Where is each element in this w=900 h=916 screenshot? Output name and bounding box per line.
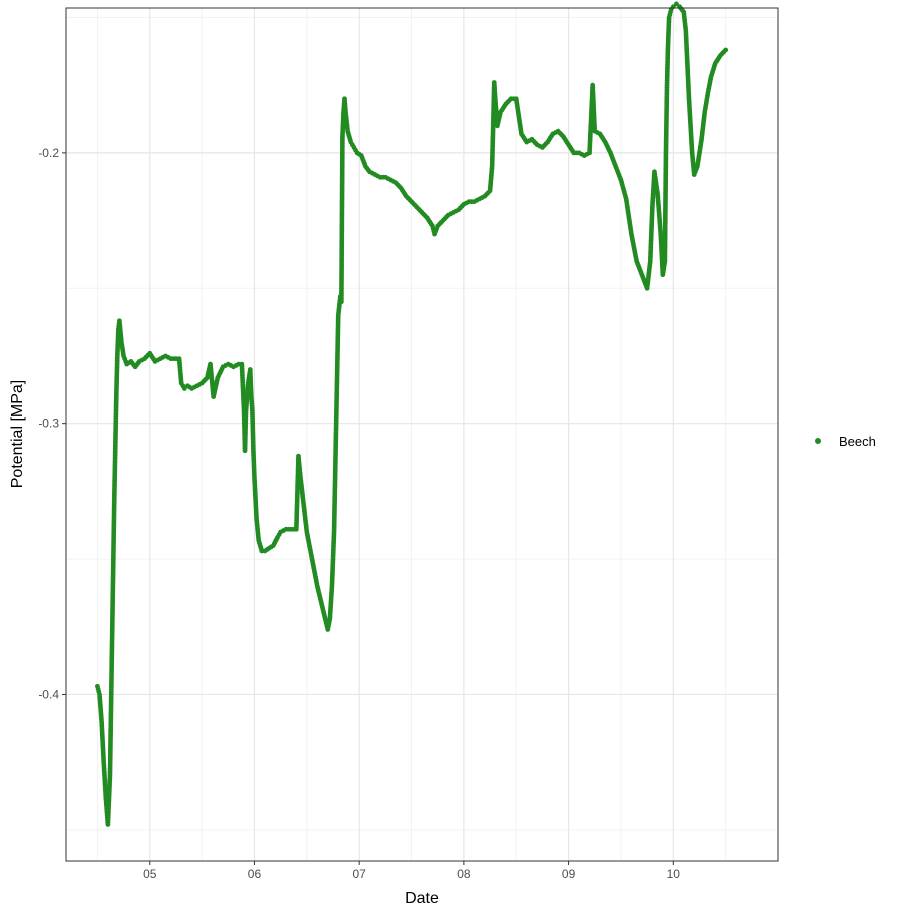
y-axis-title: Potential [MPa] xyxy=(9,380,26,489)
legend: Beech xyxy=(815,434,876,449)
x-axis: 05 06 07 08 09 10 xyxy=(143,861,680,881)
x-axis-title: Date xyxy=(405,890,439,907)
x-tick-label: 10 xyxy=(667,867,681,881)
legend-key-beech xyxy=(815,438,821,444)
y-axis: -0.4 -0.3 -0.2 xyxy=(38,146,66,701)
x-tick-label: 09 xyxy=(562,867,576,881)
y-tick-label: -0.2 xyxy=(38,146,59,160)
y-tick-label: -0.4 xyxy=(38,687,59,701)
data-point xyxy=(723,47,729,53)
y-tick-label: -0.3 xyxy=(38,417,59,431)
data-point xyxy=(674,1,679,7)
series-points xyxy=(95,1,729,827)
data-point xyxy=(181,386,187,391)
x-tick-label: 08 xyxy=(457,867,471,881)
legend-label-beech: Beech xyxy=(839,434,876,449)
x-tick-label: 07 xyxy=(352,867,366,881)
panel-border xyxy=(65,7,779,862)
x-tick-label: 05 xyxy=(143,867,157,881)
x-tick-label: 06 xyxy=(248,867,262,881)
minor-gridlines xyxy=(66,8,778,861)
